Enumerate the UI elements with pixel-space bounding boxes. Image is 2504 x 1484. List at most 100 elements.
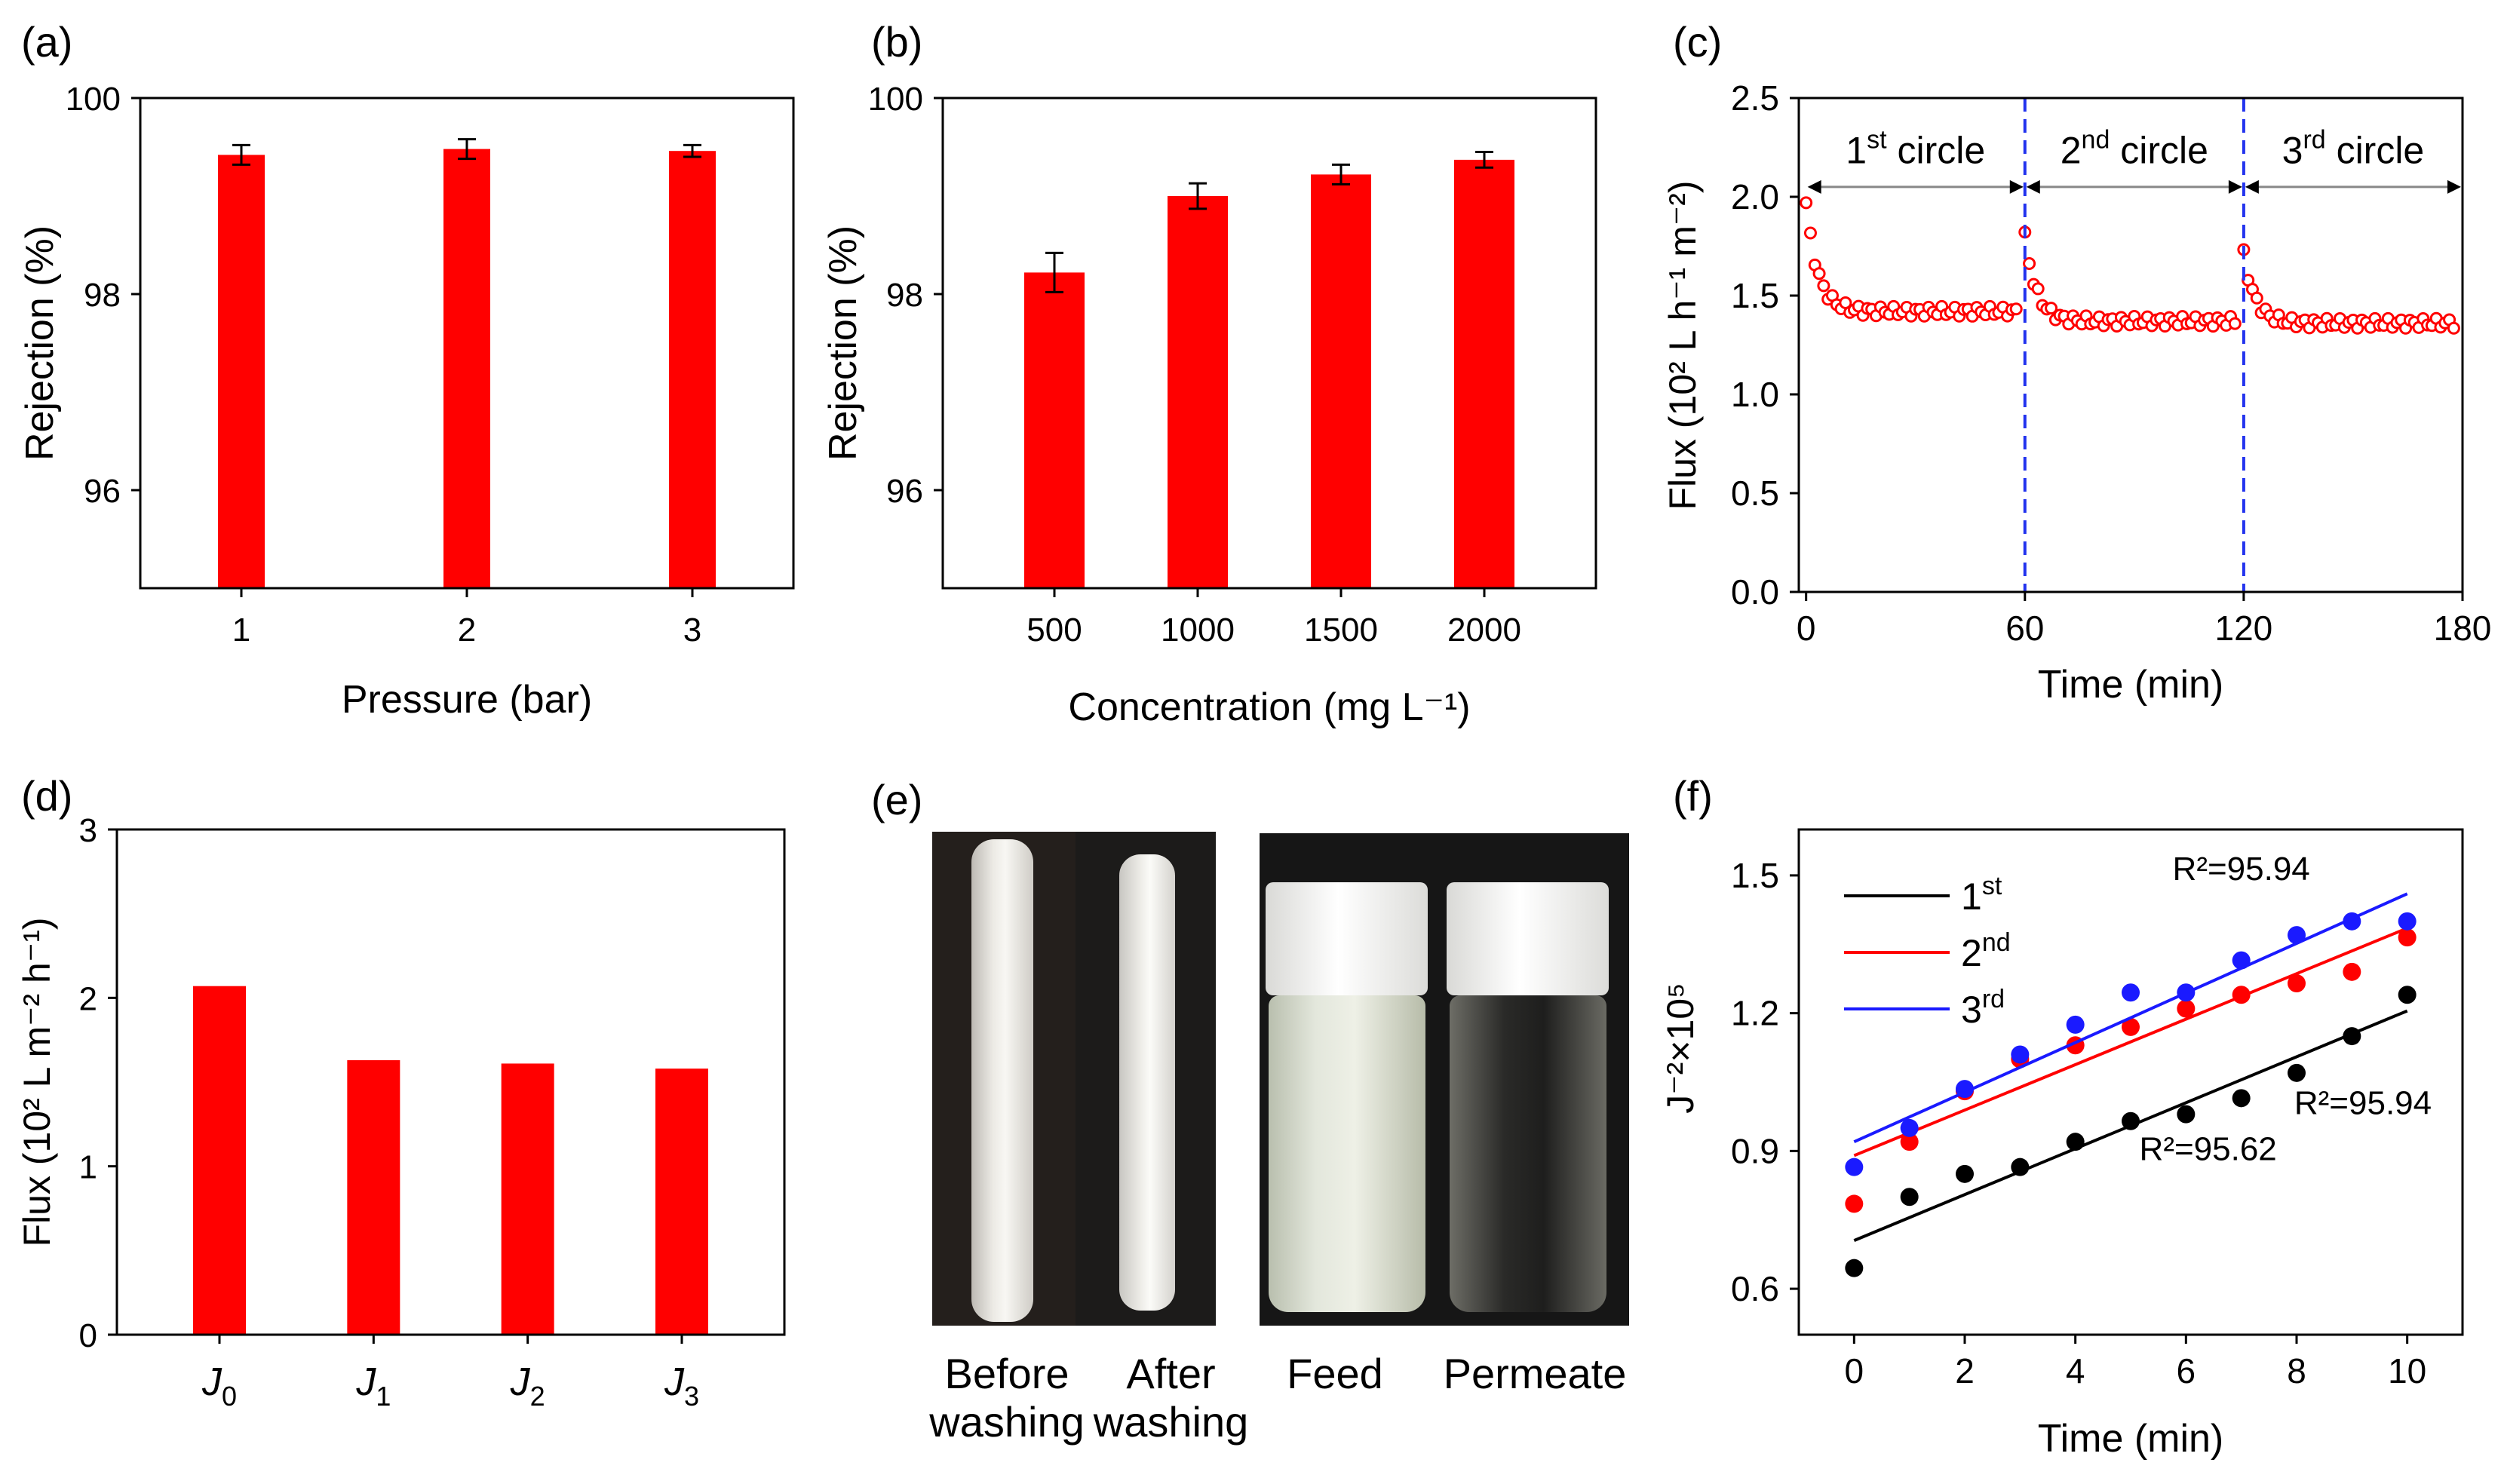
- xtick-label-c-1: 60: [2005, 609, 2044, 648]
- panel-b-frame: [941, 97, 1597, 590]
- point-2nd-1: [1900, 1133, 1919, 1151]
- photo-membrane-after: [1076, 832, 1216, 1326]
- flux-point: [1800, 196, 1813, 210]
- permeate-vial-cap: [1447, 882, 1609, 995]
- point-2nd-10: [2398, 928, 2417, 947]
- panel-b-ylabel: Rejection (%): [821, 225, 865, 461]
- ytick-label-c-2: 1.0: [1731, 375, 1779, 414]
- point-3rd-0: [1845, 1157, 1864, 1176]
- bar-a-1: [443, 149, 490, 589]
- flux-point: [2045, 302, 2058, 315]
- point-1st-10: [2398, 986, 2417, 1004]
- panel-b-ticks: 500 1000 1500 2000 96 98 100: [868, 81, 1521, 648]
- cycle-arrowhead-left-0: [1807, 179, 1821, 194]
- xtick-label-c-0: 0: [1797, 609, 1816, 648]
- panel-c: (c) 1st circle 2nd circle 3rd circle 0 60 12…: [1662, 18, 2491, 707]
- fit-line-2nd: [1853, 927, 2408, 1157]
- panel-d: (d) J0 J1 J2 J3 0 1 2 3 Flux (10² L m⁻² h⁻¹): [16, 772, 786, 1412]
- point-3rd-1: [1900, 1118, 1919, 1137]
- ytick-label-f-3: 1.5: [1731, 856, 1779, 895]
- caption-before-washing: Before washing: [898, 1350, 1116, 1446]
- xtick-label-f-5: 10: [2388, 1351, 2426, 1390]
- point-2nd-6: [2177, 999, 2196, 1018]
- xtick-label-f-0: 0: [1845, 1351, 1864, 1390]
- ytick-label-c-4: 2.0: [1731, 177, 1779, 216]
- panel-b-xlabel: Concentration (mg L⁻¹): [1068, 685, 1470, 729]
- point-1st-7: [2232, 1089, 2251, 1108]
- panel-f-ylabel: J⁻²×10⁵: [1659, 983, 1702, 1114]
- xtick-label-a-0: 1: [232, 612, 250, 648]
- point-3rd-10: [2398, 912, 2417, 931]
- panel-a-ticks: 1 2 3 96 98 100: [66, 81, 702, 648]
- bar-b-2: [1311, 174, 1371, 588]
- point-1st-6: [2177, 1105, 2196, 1124]
- cycle-arrowhead-left-2: [2245, 179, 2259, 194]
- xtick-label-f-2: 4: [2066, 1351, 2085, 1390]
- flux-point: [2009, 302, 2023, 316]
- photo-membrane-before: [932, 832, 1076, 1326]
- ytick-label-c-0: 0.0: [1731, 572, 1779, 612]
- flux-point: [1817, 279, 1830, 293]
- panel-a: (a) 1 2 3 96 98 100 Pressure (bar) Rejection …: [18, 18, 795, 722]
- point-2nd-7: [2232, 986, 2251, 1004]
- ytick-label-b-1: 98: [886, 277, 923, 314]
- r2-label-2nd: R²=95.94: [2294, 1085, 2432, 1122]
- flux-point: [1812, 267, 1826, 281]
- panel-c-ylabel: Flux (10² L h⁻¹ m⁻²): [1662, 180, 1704, 510]
- ytick-label-b-0: 96: [886, 473, 923, 510]
- xtick-label-b-0: 500: [1026, 612, 1082, 648]
- point-3rd-3: [2011, 1045, 2030, 1064]
- caption-feed: Feed: [1287, 1350, 1383, 1397]
- caption-before-l1: Before: [944, 1350, 1069, 1397]
- point-3rd-9: [2343, 912, 2361, 931]
- flux-point: [2250, 291, 2263, 305]
- point-1st-4: [2066, 1133, 2085, 1151]
- feed-vial-cap: [1266, 882, 1428, 995]
- caption-after-l1: After: [1126, 1350, 1216, 1397]
- bar-d-2: [501, 1063, 554, 1335]
- panel-b-label: (b): [871, 18, 922, 66]
- panel-c-label: (c): [1673, 18, 1722, 66]
- point-2nd-5: [2122, 1017, 2140, 1036]
- panel-a-label: (a): [21, 18, 72, 66]
- ytick-label-d-0: 0: [79, 1317, 97, 1354]
- xtick-label-a-1: 2: [458, 612, 476, 648]
- panel-f-ticks: 0 2 4 6 8 10 0.6 0.9 1.2 1.5: [1731, 856, 2426, 1390]
- panel-d-frame: [115, 828, 786, 1336]
- caption-after-l2: washing: [1093, 1398, 1249, 1446]
- panel-f-plot: 1st 2nd 3rd R²=95.94 R²=95.94 R²=95.62: [1844, 851, 2432, 1277]
- ytick-label-d-2: 2: [79, 980, 97, 1017]
- ytick-label-f-0: 0.6: [1731, 1269, 1779, 1308]
- xtick-label-c-3: 180: [2434, 609, 2492, 648]
- panel-a-xlabel: Pressure (bar): [342, 678, 592, 722]
- caption-permeate: Permeate: [1443, 1350, 1627, 1397]
- xtick-label-d-3: J3: [664, 1360, 699, 1412]
- panel-d-ylabel: Flux (10² L m⁻² h⁻¹): [16, 917, 58, 1246]
- panel-f: (f) 1st 2nd 3rd R²=95.94 R²=95.94 R²=95.62 0 2…: [1659, 772, 2464, 1461]
- legend-label-3rd: 3rd: [1961, 985, 2005, 1031]
- cycle-label-0: 1st circle: [1846, 125, 1985, 171]
- panel-d-label: (d): [21, 772, 72, 820]
- caption-after-washing: After washing: [1079, 1350, 1263, 1446]
- legend-label-2nd: 2nd: [1961, 928, 2011, 974]
- flux-point: [2228, 317, 2242, 330]
- fit-line-3rd: [1853, 892, 2408, 1144]
- xtick-label-f-4: 8: [2287, 1351, 2306, 1390]
- xtick-label-c-2: 120: [2215, 609, 2273, 648]
- panel-e-label: (e): [871, 776, 922, 823]
- point-2nd-0: [1845, 1194, 1864, 1213]
- panel-c-ticks: 0 60 120 180 0.0 0.5 1.0 1.5 2.0 2.5: [1731, 78, 2491, 648]
- ytick-label-d-1: 1: [79, 1149, 97, 1186]
- panel-b-bars: [1024, 151, 1514, 588]
- ytick-label-c-3: 1.5: [1731, 276, 1779, 315]
- point-3rd-5: [2122, 983, 2140, 1002]
- ytick-label-d-3: 3: [79, 812, 97, 849]
- point-3rd-4: [2066, 1015, 2085, 1034]
- point-3rd-6: [2177, 983, 2196, 1002]
- ytick-label-f-2: 1.2: [1731, 994, 1779, 1033]
- xtick-label-b-1: 1000: [1161, 612, 1235, 648]
- point-3rd-2: [1956, 1080, 1974, 1099]
- point-3rd-7: [2232, 951, 2251, 970]
- cycle-arrowhead-right-2: [2447, 179, 2461, 194]
